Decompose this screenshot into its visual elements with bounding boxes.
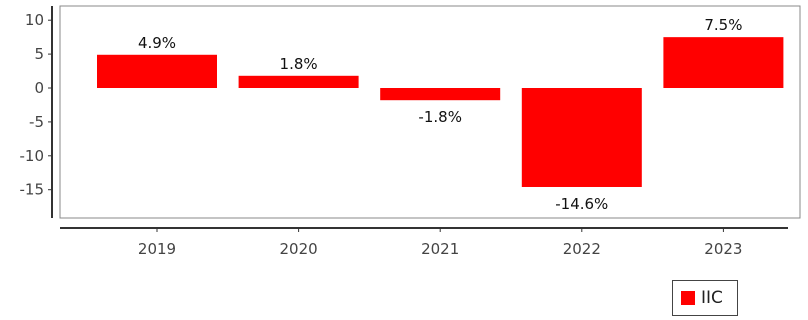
x-tick-label: 2019 bbox=[138, 240, 176, 258]
data-label: 4.9% bbox=[138, 34, 176, 52]
bar bbox=[238, 75, 359, 88]
bar bbox=[380, 88, 501, 101]
plot-frame bbox=[59, 5, 801, 219]
y-tick-label: -5 bbox=[29, 113, 44, 131]
y-tick-label: 0 bbox=[34, 79, 44, 97]
data-label: -14.6% bbox=[555, 195, 608, 213]
bar-group bbox=[97, 37, 784, 187]
bar bbox=[97, 54, 217, 88]
data-label-group: 4.9% 1.8% -1.8% -14.6% 7.5% bbox=[138, 16, 743, 213]
legend: IIC bbox=[672, 280, 738, 316]
y-tick-label: -15 bbox=[20, 181, 45, 199]
data-label: -1.8% bbox=[418, 108, 462, 126]
bar bbox=[521, 88, 642, 187]
y-tick-label: 5 bbox=[34, 45, 44, 63]
bar bbox=[663, 37, 784, 88]
data-label: 7.5% bbox=[704, 16, 742, 34]
data-label: 1.8% bbox=[280, 55, 318, 73]
legend-swatch bbox=[681, 291, 695, 305]
x-tick-label: 2020 bbox=[280, 240, 318, 258]
x-tick-label: 2023 bbox=[704, 240, 742, 258]
y-tick-label: 10 bbox=[25, 11, 44, 29]
legend-label: IIC bbox=[701, 288, 723, 308]
x-tick-label: 2022 bbox=[563, 240, 601, 258]
y-tick-label: -10 bbox=[20, 147, 45, 165]
x-tick-label: 2021 bbox=[421, 240, 459, 258]
chart-axes: 10 5 0 -5 -10 -15 2019 2020 2021 2022 2023 bbox=[20, 5, 801, 258]
